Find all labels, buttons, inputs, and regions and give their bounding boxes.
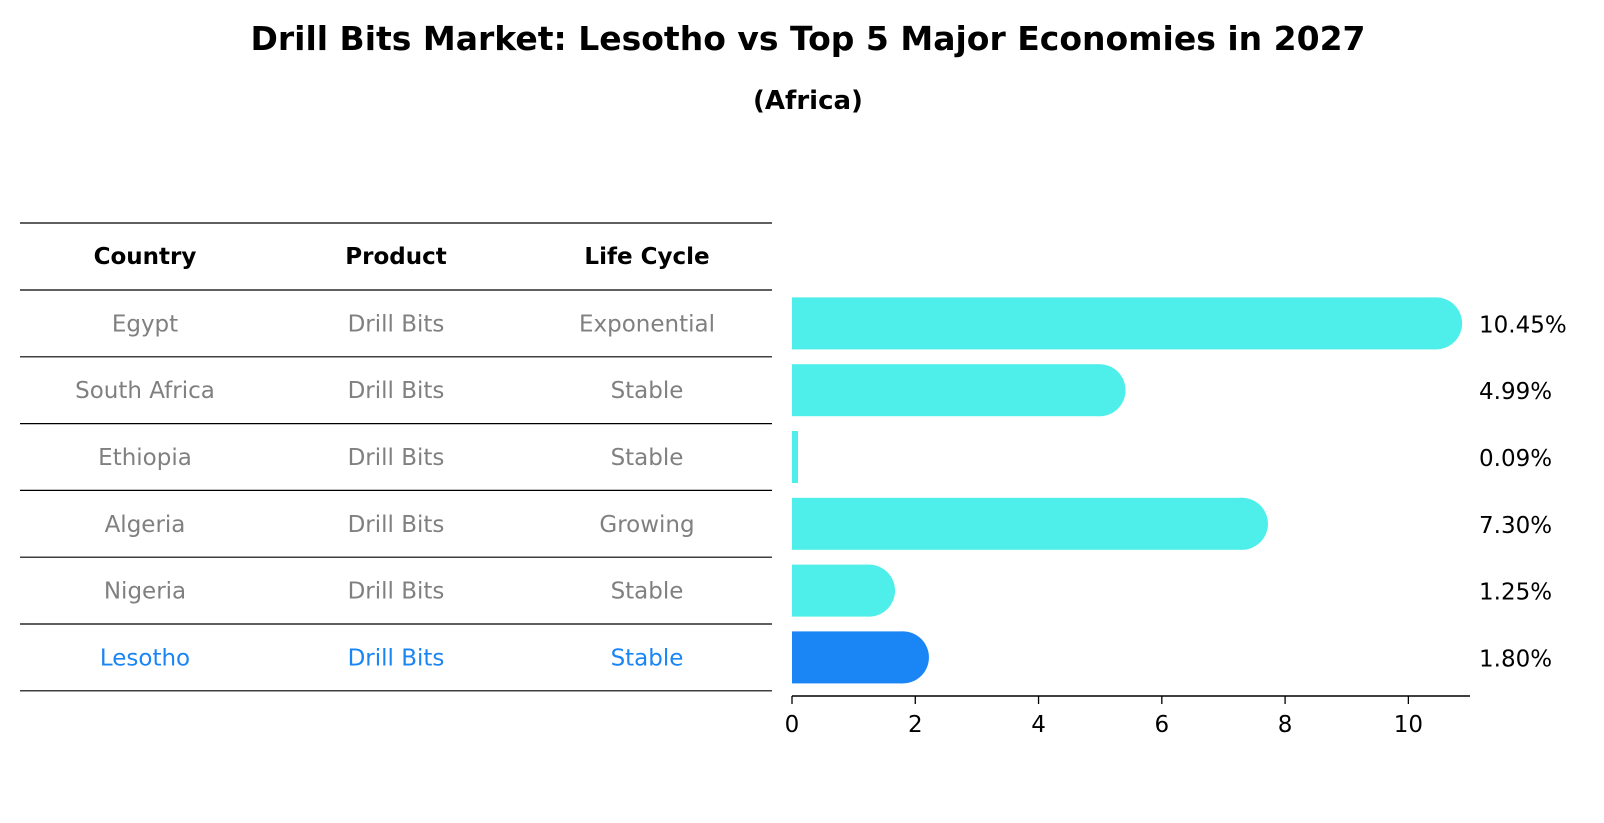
data-table: Country Product Life Cycle Egypt Drill Bits E… <box>20 222 772 692</box>
bar-algeria <box>792 497 1268 550</box>
bar-body <box>792 497 1242 550</box>
table-cell-life-cycle: Stable <box>611 378 684 404</box>
table-cell-product: Drill Bits <box>348 378 445 404</box>
bar-lesotho <box>792 631 929 684</box>
bar-value-label: 1.80% <box>1479 646 1552 672</box>
table-cell-life-cycle: Growing <box>599 512 694 538</box>
table-header-country: Country <box>94 244 197 270</box>
bar-nigeria <box>792 564 896 617</box>
table-cell-product: Drill Bits <box>348 645 445 671</box>
bar-value-label: 4.99% <box>1479 379 1552 405</box>
table-cell-product: Drill Bits <box>348 311 445 337</box>
table-cell-country: Ethiopia <box>98 445 192 471</box>
chart-subtitle: (Africa) <box>753 86 863 116</box>
bar-ethiopia <box>792 431 798 483</box>
table-cell-product: Drill Bits <box>348 579 445 605</box>
bar-series: 10.45% 4.99% 0.09% 7.30% 1.25% 1.80% <box>792 297 1567 684</box>
bar-cap <box>1073 364 1126 417</box>
table-cell-country: Lesotho <box>100 645 190 671</box>
table-cell-life-cycle: Stable <box>611 645 684 671</box>
x-tick-label: 6 <box>1154 712 1169 738</box>
table-cell-country: South Africa <box>75 378 215 404</box>
table-cell-country: Algeria <box>105 512 186 538</box>
bar-body <box>792 297 1437 350</box>
bar-value-label: 7.30% <box>1479 513 1552 539</box>
bar-cap <box>876 631 929 684</box>
bar-south-africa <box>792 364 1126 417</box>
bar-value-label: 0.09% <box>1479 446 1552 472</box>
table-cell-product: Drill Bits <box>348 512 445 538</box>
x-tick-label: 2 <box>908 712 923 738</box>
chart-title: Drill Bits Market: Lesotho vs Top 5 Majo… <box>250 19 1365 58</box>
x-tick-label: 10 <box>1394 712 1423 738</box>
bar-cap <box>1410 297 1463 350</box>
bar-value-label: 1.25% <box>1479 580 1552 606</box>
x-axis: 0 2 4 6 8 10 <box>785 695 1470 738</box>
table-cell-product: Drill Bits <box>348 445 445 471</box>
table-cell-life-cycle: Exponential <box>579 311 715 337</box>
table-cell-country: Nigeria <box>104 579 186 605</box>
bar-body <box>792 364 1100 417</box>
x-tick-label: 0 <box>785 712 800 738</box>
x-tick-label: 8 <box>1278 712 1293 738</box>
table-cell-life-cycle: Stable <box>611 579 684 605</box>
bar-cap <box>1215 497 1268 550</box>
table-header-life-cycle: Life Cycle <box>584 244 709 270</box>
table-header-product: Product <box>345 244 446 270</box>
table-cell-life-cycle: Stable <box>611 445 684 471</box>
bar-body <box>792 431 798 483</box>
table-cell-country: Egypt <box>112 311 178 337</box>
x-tick-label: 4 <box>1031 712 1046 738</box>
bar-value-label: 10.45% <box>1479 312 1567 338</box>
bar-egypt <box>792 297 1463 350</box>
bar-cap <box>843 564 896 617</box>
